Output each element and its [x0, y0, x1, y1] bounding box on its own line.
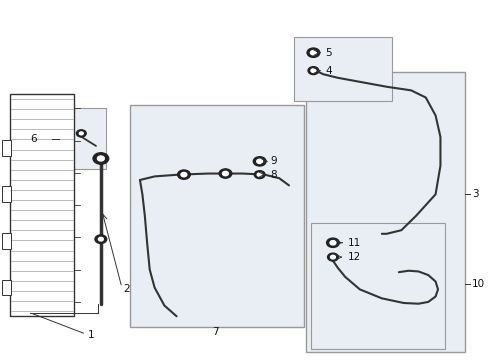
- Circle shape: [93, 153, 109, 164]
- Bar: [1, 280, 11, 296]
- Circle shape: [177, 170, 190, 179]
- Circle shape: [76, 130, 86, 137]
- Circle shape: [98, 237, 103, 241]
- Text: 10: 10: [472, 279, 485, 289]
- Circle shape: [308, 67, 319, 75]
- Circle shape: [330, 240, 336, 245]
- Circle shape: [181, 172, 187, 177]
- Circle shape: [98, 156, 104, 161]
- Circle shape: [327, 238, 339, 247]
- Circle shape: [219, 169, 232, 178]
- Circle shape: [257, 173, 262, 176]
- Bar: [1, 140, 11, 156]
- Circle shape: [311, 69, 316, 72]
- Text: 12: 12: [347, 252, 361, 262]
- Circle shape: [79, 132, 83, 135]
- Text: 1: 1: [88, 330, 94, 340]
- Circle shape: [307, 48, 320, 57]
- Circle shape: [95, 235, 107, 243]
- Circle shape: [257, 159, 263, 163]
- Text: 5: 5: [326, 48, 332, 58]
- Text: 3: 3: [472, 189, 479, 199]
- Text: 8: 8: [270, 170, 277, 180]
- Bar: [1, 186, 11, 202]
- Circle shape: [331, 255, 335, 259]
- Text: 9: 9: [270, 156, 277, 166]
- Text: 4: 4: [326, 66, 332, 76]
- Bar: [57, 108, 106, 169]
- Circle shape: [328, 253, 338, 261]
- Text: 2: 2: [123, 284, 129, 294]
- Circle shape: [254, 171, 265, 179]
- Bar: [306, 72, 465, 352]
- Bar: [10, 94, 74, 316]
- Circle shape: [253, 157, 266, 166]
- Bar: [311, 223, 445, 348]
- Bar: [1, 233, 11, 249]
- Text: 11: 11: [347, 238, 361, 248]
- Text: 7: 7: [212, 327, 219, 337]
- Bar: [294, 37, 392, 101]
- Circle shape: [311, 50, 317, 55]
- Bar: [130, 105, 304, 327]
- Text: 6: 6: [30, 135, 37, 144]
- Circle shape: [222, 171, 228, 176]
